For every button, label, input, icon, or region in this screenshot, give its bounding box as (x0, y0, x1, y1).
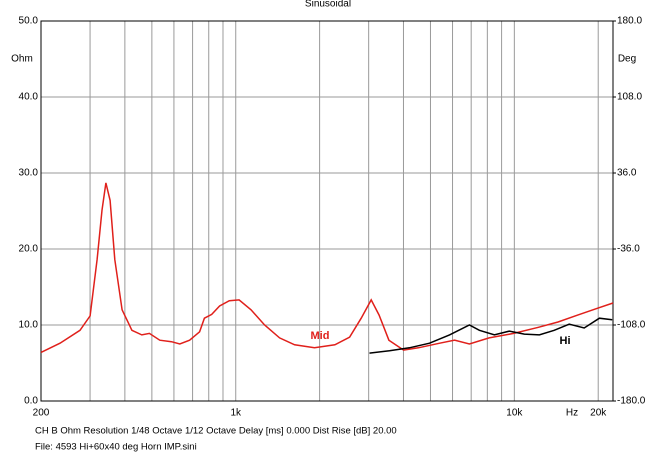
chart-title: Sinusoidal (305, 0, 351, 10)
y-unit: Ohm (11, 54, 33, 65)
series-line (40, 182, 614, 354)
series-line (369, 317, 613, 354)
plot-area (40, 20, 616, 402)
y2-tick-label: -108.0 (617, 320, 646, 331)
plot-frame (40, 20, 614, 402)
y-tick-label: 40.0 (19, 92, 39, 103)
footer-line: CH B Ohm Resolution 1/48 Octave 1/12 Oct… (35, 426, 397, 437)
x-tick-label: 200 (33, 408, 50, 419)
footer-line: File: 4593 Hi+60x40 deg Horn IMP.sini (35, 442, 197, 453)
series-label: Mid (311, 330, 330, 342)
x-tick-label: 1k (230, 408, 242, 419)
x-unit: Hz (566, 408, 578, 419)
y-tick-label: 10.0 (19, 320, 39, 331)
y2-tick-label: 108.0 (617, 92, 642, 103)
y2-tick-label: 180.0 (617, 16, 642, 27)
y-tick-label: 30.0 (19, 168, 39, 179)
y-tick-label: 50.0 (19, 16, 39, 27)
y2-unit: Deg (618, 54, 636, 65)
x-tick-label: 20k (590, 408, 607, 419)
y2-tick-label: 36.0 (617, 168, 637, 179)
y-tick-label: 0.0 (24, 396, 38, 407)
y-tick-label: 20.0 (19, 244, 39, 255)
y2-tick-label: -180.0 (617, 396, 646, 407)
series-label: Hi (560, 335, 571, 347)
y2-tick-label: -36.0 (617, 244, 640, 255)
x-tick-label: 10k (506, 408, 523, 419)
